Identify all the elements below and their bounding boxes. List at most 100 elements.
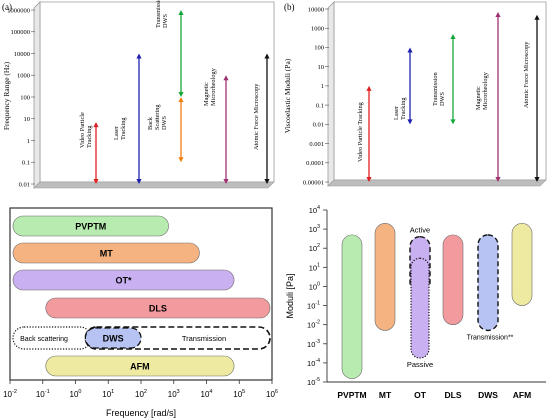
panel-c-bar-afm-label: AFM [130, 362, 150, 372]
panel-a-range-video-particle-tracking-label-line: Tracking [86, 125, 93, 148]
panel-b-backwall [333, 1, 547, 181]
panel-a-y-tick-label: 1000 [17, 73, 30, 80]
panel-d-y-tick-label: 10-5 [307, 377, 320, 387]
panel-b-floor [327, 179, 547, 187]
panel-b-range-transmission-dws-arrow-bottom [450, 119, 456, 125]
panel-b-sidewall [327, 1, 335, 187]
panel-a-ranges: Video ParticleTracking LaserTracking BackS… [79, 0, 270, 184]
panel-a-y-tick-label: 1000000 [7, 7, 30, 14]
panel-d-category-ot: OT [414, 390, 427, 400]
panel-a-range-transmission-dws-label-line: DWS [162, 14, 169, 28]
panel-b-range-video-particle-tracking-label-line: Video Particle Tracking [357, 101, 364, 162]
panel-d-category-labels: PVPTM MT OT DLS DWS AFM [337, 390, 531, 400]
panel-b-range-atomic-force-microscopy-label-line: Atomic Force Microscopy [523, 41, 530, 108]
panel-a-range-transmission-dws-label: TransmissionDWS [155, 0, 169, 28]
panel-d-active-label: Active [410, 226, 430, 235]
panel-a-letter: (a) [2, 2, 12, 12]
panel-b-y-tick-label: 0.00001 [303, 179, 324, 186]
panel-b-range-video-particle-tracking-arrow-bottom [366, 177, 372, 182]
panel-b-range-video-particle-tracking-label: Video Particle Tracking [357, 101, 364, 162]
panel-b-range-laser-tracking-label-line: Tracking [400, 97, 407, 120]
panel-c-x-tick-label: 105 [233, 389, 245, 399]
panel-d-y-tick-label: 103 [309, 224, 320, 234]
panel-a-range-back-scattering-dws-label: BackScatteringDWS [147, 104, 168, 130]
panel-b-range-laser-tracking-label-line: Laser [393, 105, 400, 120]
panel-a-range-transmission-dws-arrow-bottom [178, 92, 184, 97]
panel-c-frame [9, 207, 273, 381]
panel-b-y-tick-label: 0.1 [316, 102, 324, 109]
panel-c-bar-mt-label: MT [100, 249, 113, 259]
panel-a-range-magnetic-microrheology-label-line: Microrheology [210, 67, 217, 106]
panel-b-range-magnetic-microrheology-arrow-bottom [495, 177, 501, 182]
panel-a-y-axis-label: Frequency Range (Hz) [2, 61, 11, 130]
panel-b-range-magnetic-microrheology-label: MagneticMicrorheology [475, 71, 489, 110]
panel-b-y-tick-label: 1 [321, 83, 324, 90]
panel-a-range-atomic-force-microscopy-label-line: Atomic Force Microscopy [253, 83, 260, 150]
panel-d-category-mt: MT [379, 390, 392, 400]
panel-b-range-laser-tracking-arrow-bottom [407, 119, 413, 125]
panel-b-range-laser-tracking-arrow-top [407, 47, 413, 53]
panel-c-bar-dls-label: DLS [149, 304, 167, 314]
panel-c-bar-dls [45, 297, 271, 319]
panel-d-y-tick-label: 10-3 [307, 339, 320, 349]
panel-a-range-back-scattering-dws-arrow-top [178, 97, 184, 102]
panel-c-x-ticks: 10-2 10-1 100 101 102 103 104 105 106 [3, 380, 278, 399]
panel-c-x-tick-label: 100 [70, 389, 82, 399]
panel-d-y-tick-label: 10-1 [307, 301, 320, 311]
panel-b-range-atomic-force-microscopy-label: Atomic Force Microscopy [523, 41, 530, 108]
panel-d-passive-label: Passive [407, 360, 433, 369]
panel-b-y-tick-label: 10 [318, 64, 325, 71]
panel-a-range-magnetic-microrheology-label-line: Magnetic [203, 82, 210, 106]
panel-c-dws-label: DWS [103, 334, 124, 344]
panel-b-range-transmission-dws-arrow-top [450, 34, 456, 40]
panel-b-y-tick-label: 0.001 [309, 141, 324, 148]
panel-d-category-dws: DWS [478, 390, 498, 400]
panel-d-y-tick-label: 101 [309, 262, 320, 272]
panel-b-y-tick-label: 100 [314, 45, 324, 52]
panel-b-y-tick-label: 10000 [308, 6, 324, 13]
panel-a-range-video-particle-tracking-label-line: Video Particle [79, 112, 86, 148]
panel-a-range-video-particle-tracking-arrow-top [93, 122, 99, 128]
panel-b-y-ticks: 0.00001 0.0001 0.001 0.01 0.1 1 10 100 1000 10000 [303, 6, 329, 186]
panel-a-y-tick-label: 100000 [11, 29, 31, 36]
panel-b-y-tick-label: 0.0001 [306, 160, 324, 167]
panel-d-bar-pvptm [341, 234, 363, 379]
panel-a-range-video-particle-tracking-arrow-bottom [93, 179, 99, 184]
panel-d-y-tick-label: 104 [309, 205, 320, 215]
panel-c-bar-mt [12, 242, 200, 264]
panel-a-y-tick-label: 10000 [14, 51, 30, 58]
panel-b-range-transmission-dws-label-line: DWS [439, 92, 446, 106]
panel-a-range-magnetic-microrheology-label: MagneticMicrorheology [203, 67, 217, 106]
panel-c-back-scattering-label: Back scattering [20, 336, 68, 343]
panel-d-category-dls: DLS [445, 390, 462, 400]
panel-a-range-laser-tracking-label-line: Laser [113, 125, 120, 140]
panel-b-y-tick-label: 0.01 [313, 122, 324, 129]
panel-c-x-tick-label: 102 [135, 389, 147, 399]
panel-b-range-transmission-dws-label-line: Transmission [432, 71, 439, 106]
panel-b-letter: (b) [284, 2, 295, 12]
panel-c-bar-dws [84, 327, 142, 349]
panel-a-y-tick-label: 0.1 [22, 160, 30, 167]
panel-d-y-axis-label: Moduli [Pa] [285, 273, 295, 318]
panel-b-range-atomic-force-microscopy-arrow-bottom [534, 177, 540, 182]
panel-c-bar-pvptm [12, 215, 169, 237]
panel-b-range-transmission-dws-label: TransmissionDWS [432, 71, 446, 106]
panel-a-range-laser-tracking-arrow-top [136, 53, 142, 59]
panel-a-range-laser-tracking-arrow-bottom [136, 179, 142, 184]
panel-b-range-atomic-force-microscopy-arrow-top [534, 14, 540, 20]
panel-b-ranges: Video Particle Tracking LaserTracking Tran… [357, 11, 540, 182]
panel-a-range-back-scattering-dws-label-line: DWS [161, 116, 168, 130]
panel-a-range-laser-tracking-label-line: Tracking [120, 117, 127, 140]
panel-c-bar-ot [12, 269, 235, 291]
panel-a-y-ticks: 0.01 0.1 1 10 100 1000 10000 100000 1000000 [7, 7, 35, 188]
panel-a-range-atomic-force-microscopy-arrow-top [264, 53, 270, 59]
panel-c-bar-ot-label: OT* [116, 276, 132, 286]
panel-a-backwall [39, 1, 275, 183]
panel-d-y-tick-label: 100 [309, 281, 320, 291]
panel-d-transmission-label: Transmission** [467, 334, 514, 341]
panel-d-bar-dws [477, 234, 499, 332]
panel-c-x-tick-label: 101 [102, 389, 114, 399]
panel-a-range-magnetic-microrheology-arrow-top [223, 75, 229, 81]
panel-a-range-magnetic-microrheology-arrow-bottom [223, 179, 229, 184]
panel-a-y-tick-label: 1 [27, 138, 30, 145]
